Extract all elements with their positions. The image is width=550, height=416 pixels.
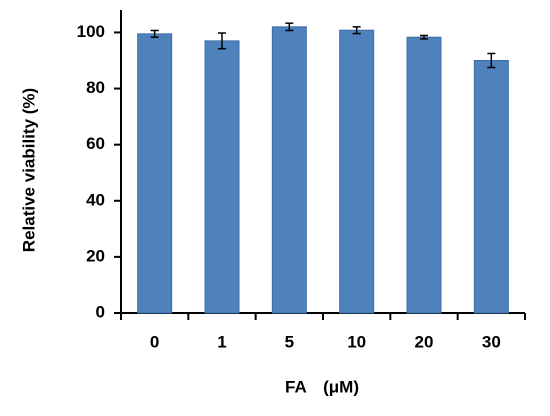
error-bar bbox=[285, 22, 294, 32]
bar bbox=[137, 33, 173, 314]
x-tick-label: 0 bbox=[150, 332, 159, 351]
y-tick-label: 0 bbox=[96, 302, 105, 321]
error-bar bbox=[352, 26, 361, 35]
error-bar bbox=[218, 32, 226, 50]
bar bbox=[271, 26, 307, 314]
y-tick-label: 60 bbox=[86, 134, 105, 153]
y-axis-label: Relative viability (%) bbox=[19, 88, 38, 252]
bar bbox=[339, 29, 375, 314]
x-tick-label: 1 bbox=[217, 332, 226, 351]
x-tick-label: 5 bbox=[285, 332, 294, 351]
y-tick-label: 80 bbox=[86, 78, 105, 97]
error-bar bbox=[487, 52, 496, 69]
error-bar bbox=[150, 29, 159, 38]
bar bbox=[473, 60, 509, 314]
x-tick-label: 10 bbox=[347, 332, 366, 351]
bar bbox=[204, 40, 240, 314]
x-tick-label: 20 bbox=[415, 332, 434, 351]
y-tick-label: 40 bbox=[86, 190, 105, 209]
y-tick-label: 20 bbox=[86, 246, 105, 265]
x-tick-label: 30 bbox=[482, 332, 501, 351]
error-bar bbox=[420, 34, 428, 40]
bar bbox=[406, 36, 442, 314]
y-tick-label: 100 bbox=[77, 22, 105, 41]
x-axis-label: FA (μM) bbox=[285, 377, 359, 396]
